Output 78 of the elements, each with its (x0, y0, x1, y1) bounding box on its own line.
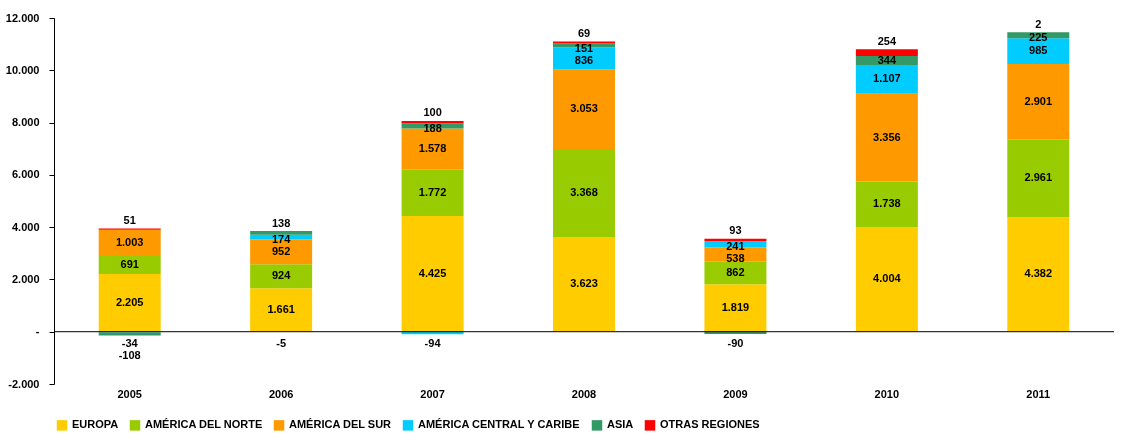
x-tick-label: 2011 (1026, 387, 1051, 400)
bar (855, 181, 918, 228)
data-label: 4.425 (418, 266, 447, 279)
x-tick-label: 2008 (571, 387, 597, 400)
data-label: 3.053 (570, 102, 598, 115)
bar (553, 69, 615, 149)
data-label: 862 (726, 265, 745, 278)
bar (401, 120, 464, 124)
bar (553, 148, 615, 237)
bar (401, 169, 464, 217)
data-label: -90 (727, 336, 744, 349)
bar (855, 49, 918, 56)
bar (855, 64, 918, 94)
legend-label: ASIA (607, 418, 634, 431)
data-label: 100 (423, 106, 442, 119)
legend-label: AMÉRICA DEL NORTE (145, 418, 263, 431)
data-label: 2.961 (1024, 171, 1053, 184)
data-label: 93 (729, 224, 742, 237)
legend-label: OTRAS REGIONES (660, 418, 760, 431)
bar (250, 264, 313, 289)
bar (553, 237, 615, 332)
x-tick-label: 2006 (268, 387, 294, 400)
data-label: 538 (726, 251, 745, 264)
data-label: 344 (877, 54, 897, 67)
data-label: 691 (120, 258, 139, 271)
bar (855, 93, 918, 182)
bar (855, 227, 918, 332)
data-label: 1.772 (418, 185, 447, 198)
data-label: 1.661 (267, 303, 295, 315)
data-label: 985 (1029, 44, 1048, 57)
legend-label: AMÉRICA CENTRAL Y CARIBE (418, 418, 580, 431)
data-label: 138 (271, 216, 291, 229)
data-label: 3.368 (570, 185, 598, 198)
data-label: 2 (1035, 17, 1042, 30)
data-label: 3.623 (570, 277, 598, 290)
data-label: 69 (577, 27, 591, 40)
bar (704, 284, 767, 332)
y-tick-label: 4.000 (11, 220, 40, 233)
data-label: 836 (574, 53, 594, 66)
data-label: -5 (276, 336, 287, 349)
data-label: -94 (424, 336, 442, 349)
bar (1007, 217, 1070, 332)
y-tick-label: 8.000 (11, 116, 40, 129)
x-tick-label: 2010 (874, 387, 900, 400)
bar (98, 274, 161, 332)
data-label: 3.356 (873, 130, 901, 143)
y-tick-label: 10.000 (5, 63, 40, 76)
x-tick-label: 2009 (723, 387, 748, 400)
data-label: 254 (877, 34, 897, 47)
data-label: 188 (423, 122, 442, 135)
data-label: 1.578 (418, 142, 447, 155)
x-tick-label: 2007 (420, 387, 445, 400)
data-label: 2.205 (115, 295, 144, 308)
data-label: 952 (271, 245, 291, 258)
y-tick-label: - (35, 325, 40, 338)
data-label: 4.004 (873, 272, 902, 285)
y-tick-label: 2.000 (11, 272, 40, 285)
data-label: 2.901 (1024, 94, 1053, 107)
x-tick-label: 2005 (117, 387, 142, 400)
data-label: 4.382 (1024, 267, 1053, 280)
data-label: -34 (121, 336, 139, 349)
data-label: 924 (271, 269, 292, 282)
data-label: 1.738 (873, 197, 901, 210)
legend-label: AMÉRICA DEL SUR (289, 418, 392, 431)
bar (1007, 139, 1070, 218)
data-label: 1.107 (873, 72, 901, 85)
legend-label: EUROPA (72, 418, 119, 431)
bar (1007, 63, 1070, 140)
bar (250, 231, 313, 235)
y-tick-label: -2.000 (8, 377, 40, 390)
data-label: -108 (118, 348, 141, 361)
y-tick-label: 12.000 (5, 11, 40, 24)
data-label: 51 (123, 213, 136, 226)
y-tick-label: 6.000 (11, 168, 40, 181)
bar (250, 288, 313, 332)
data-label: 1.003 (115, 235, 144, 248)
bar (401, 216, 464, 332)
data-label: 1.819 (721, 300, 750, 313)
